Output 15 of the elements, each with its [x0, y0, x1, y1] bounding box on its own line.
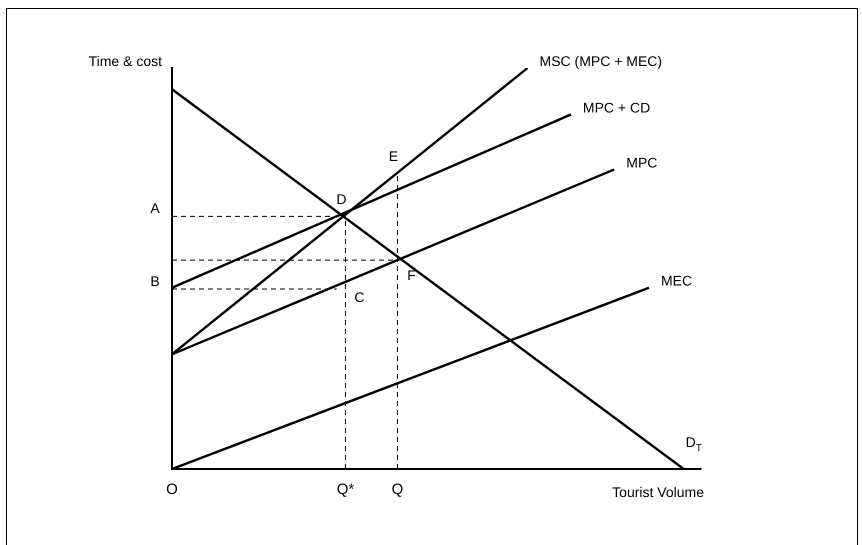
annotation: C: [354, 288, 365, 305]
series-label: A: [150, 200, 160, 216]
x-tick-label: Q*: [336, 481, 354, 498]
x-tick-label: O: [166, 481, 178, 498]
series-label: MPC: [626, 154, 658, 170]
series-label: MSC (MPC + MEC): [540, 52, 662, 69]
series-label: MPC + CD: [582, 99, 650, 116]
x-axis-title: Tourist Volume: [612, 484, 704, 500]
annotation: D: [336, 191, 347, 208]
series-label: B: [150, 272, 160, 289]
x-tick-label: Q: [392, 481, 404, 498]
series-label: MEC: [660, 272, 692, 289]
y-axis-title: Time & cost: [88, 52, 162, 69]
annotation: E: [388, 148, 398, 164]
annotation: F: [407, 266, 416, 283]
